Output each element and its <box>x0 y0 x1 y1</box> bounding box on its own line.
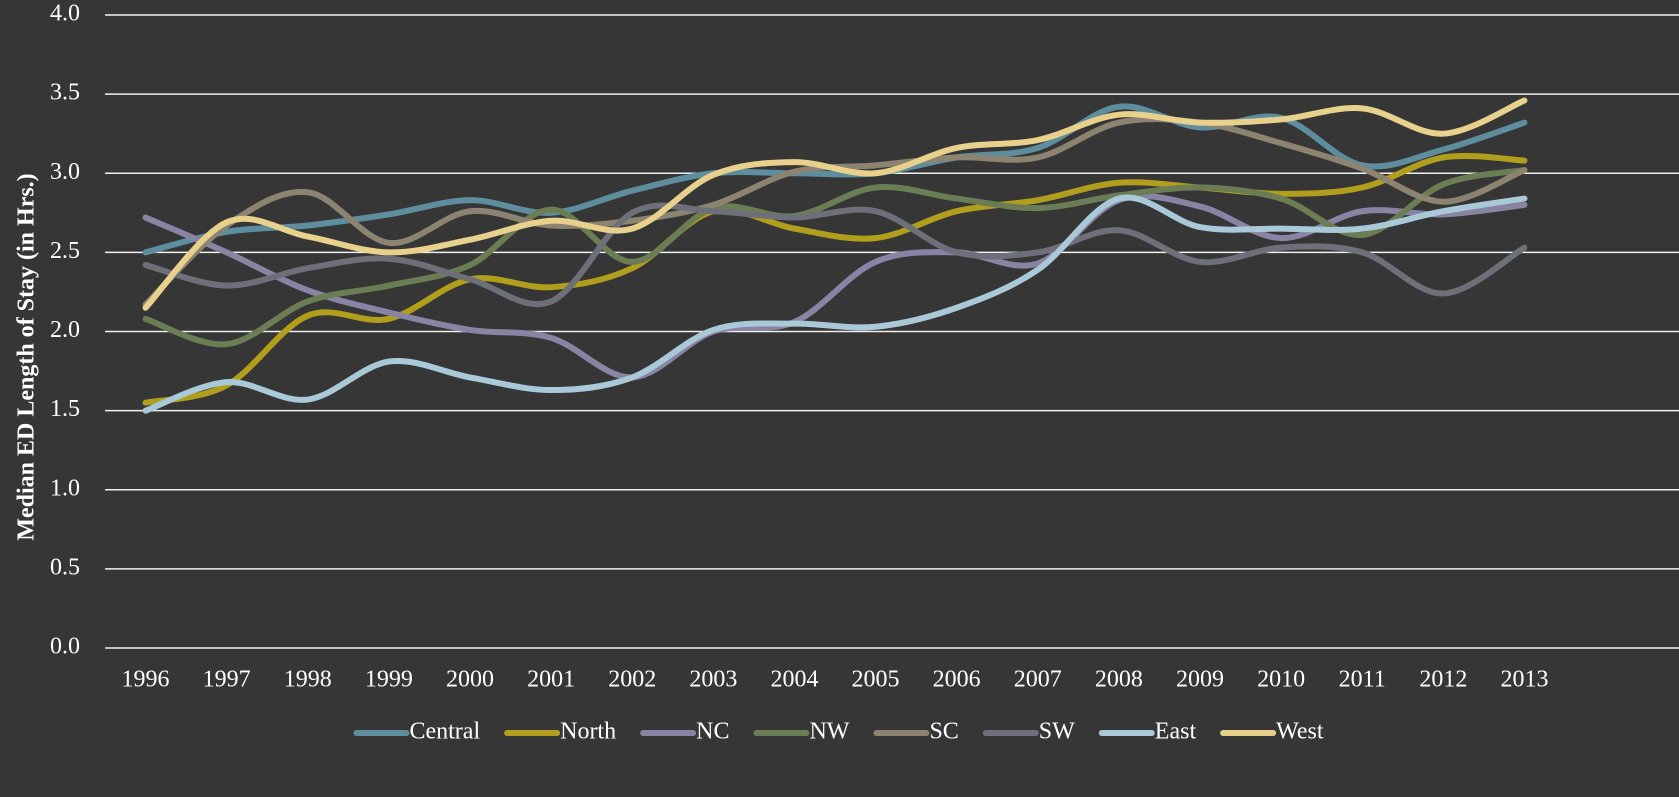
x-tick-label: 2004 <box>770 667 818 693</box>
y-axis-label: Median ED Length of Stay (in Hrs.) <box>14 173 40 540</box>
x-tick-label: 2013 <box>1500 667 1548 693</box>
x-tick-label: 1997 <box>203 667 251 693</box>
x-tick-label: 2000 <box>446 667 494 693</box>
x-tick-label: 2011 <box>1339 667 1386 693</box>
y-tick-label: 0.5 <box>50 554 80 580</box>
x-tick-label: 2002 <box>608 667 656 693</box>
series-line <box>142 193 1528 381</box>
y-tick-label: 1.0 <box>50 475 80 501</box>
y-tick-label: 2.5 <box>50 238 80 264</box>
series-line <box>142 152 1528 406</box>
legend-label: North <box>560 719 616 745</box>
legend-label: NW <box>809 719 849 745</box>
x-tick-label: 2008 <box>1095 667 1143 693</box>
x-tick-label: 2007 <box>1014 667 1062 693</box>
legend-label: SW <box>1039 719 1075 745</box>
series-line <box>142 194 1528 414</box>
legend-label: Central <box>409 719 480 745</box>
y-tick-label: 4.0 <box>50 1 80 27</box>
x-tick-label: 2009 <box>1176 667 1224 693</box>
x-tick-label: 1998 <box>284 667 332 693</box>
x-tick-label: 2005 <box>852 667 900 693</box>
x-tick-label: 1996 <box>122 667 170 693</box>
x-tick-label: 2012 <box>1419 667 1467 693</box>
y-tick-label: 3.0 <box>50 159 80 185</box>
x-tick-label: 2006 <box>933 667 981 693</box>
x-tick-label: 2001 <box>527 667 575 693</box>
y-tick-label: 0.0 <box>50 634 80 660</box>
legend-label: SC <box>929 719 958 745</box>
x-tick-label: 2003 <box>689 667 737 693</box>
series-line <box>142 103 1528 256</box>
x-tick-label: 2010 <box>1257 667 1305 693</box>
legend-label: East <box>1155 719 1197 745</box>
y-tick-label: 3.5 <box>50 80 80 106</box>
y-tick-label: 1.5 <box>50 396 80 422</box>
legend-label: West <box>1276 719 1324 745</box>
series-line <box>142 202 1528 308</box>
series-line <box>142 97 1528 311</box>
x-tick-label: 1999 <box>365 667 413 693</box>
y-tick-label: 2.0 <box>50 317 80 343</box>
legend-label: NC <box>696 719 729 745</box>
series-line <box>142 167 1528 348</box>
